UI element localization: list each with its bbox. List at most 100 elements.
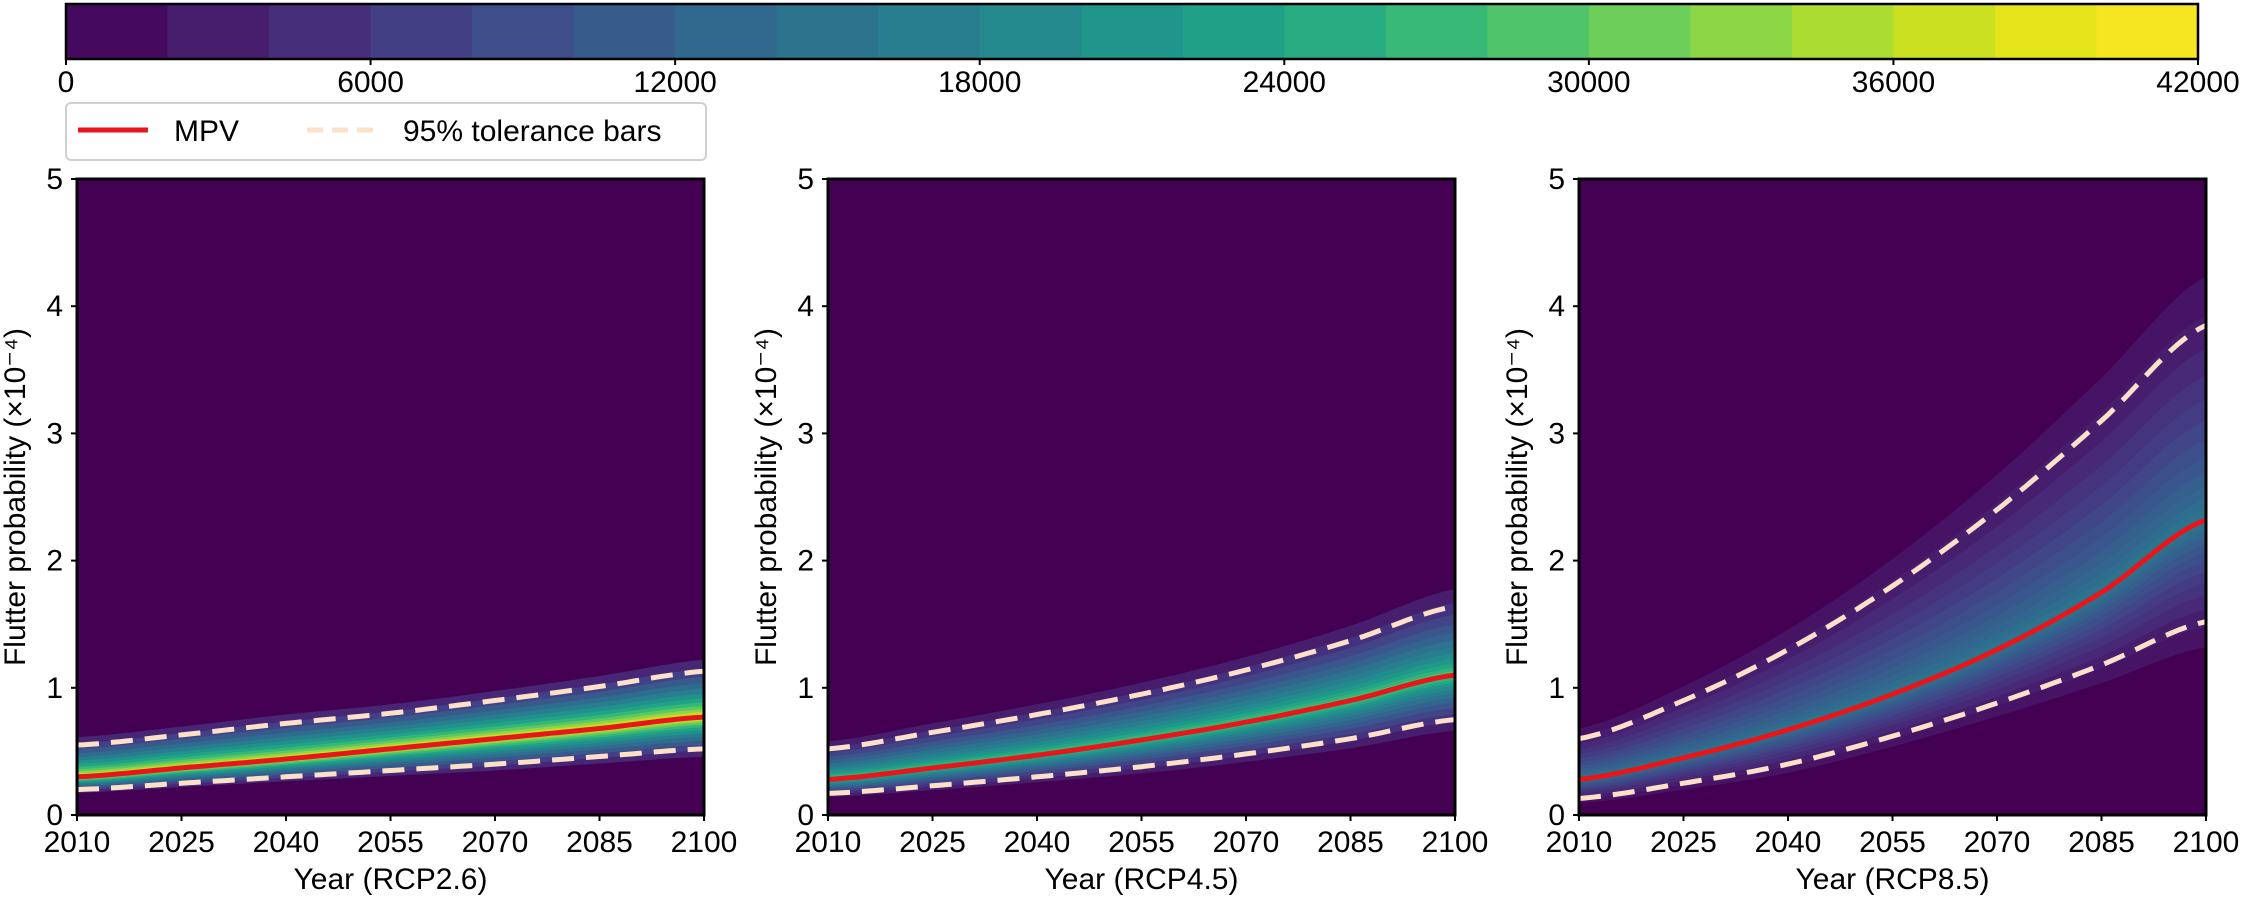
x-axis-label: Year (RCP2.6) bbox=[294, 863, 488, 896]
tolerance-upper-line bbox=[1579, 323, 2206, 742]
colorbar-band bbox=[269, 4, 372, 59]
series-lines bbox=[77, 668, 704, 793]
x-tick-label: 2085 bbox=[2068, 826, 2135, 859]
colorbar-band bbox=[979, 4, 1082, 59]
y-tick-label: 5 bbox=[797, 163, 814, 196]
y-tick-label: 1 bbox=[1548, 672, 1565, 705]
x-tick-label: 2055 bbox=[1108, 826, 1175, 859]
colorbar-ticks: 0 6000 12000 18000 24000 30000 36000 42000 bbox=[58, 59, 2240, 99]
colorbar-tick-label: 6000 bbox=[337, 66, 404, 99]
y-tick-label: 1 bbox=[797, 672, 814, 705]
x-tick-label: 2070 bbox=[1213, 826, 1280, 859]
legend-box bbox=[65, 102, 707, 161]
y-tick-label: 0 bbox=[797, 799, 814, 832]
x-tick-label: 2100 bbox=[1422, 826, 1489, 859]
y-tick-label: 5 bbox=[1548, 163, 1565, 196]
density-band bbox=[1579, 457, 2206, 786]
y-axis-label: Flutter probability (×10⁻⁴) bbox=[0, 328, 32, 666]
colorbar-band bbox=[1081, 4, 1184, 59]
colorbar-tick-label: 36000 bbox=[1852, 66, 1935, 99]
tolerance-lower-line bbox=[77, 746, 704, 793]
density-band bbox=[828, 667, 1455, 781]
x-tick-label: 2010 bbox=[795, 826, 862, 859]
tolerance-upper-line bbox=[77, 668, 704, 748]
y-tick-label: 2 bbox=[797, 545, 814, 578]
y-tick-label: 1 bbox=[46, 672, 63, 705]
x-tick-label: 2025 bbox=[148, 826, 215, 859]
colorbar-band bbox=[472, 4, 575, 59]
colorbar-tick-label: 42000 bbox=[2156, 66, 2239, 99]
colorbar-band bbox=[675, 4, 778, 59]
mpv-line bbox=[1579, 517, 2206, 782]
x-axis-label: Year (RCP4.5) bbox=[1045, 863, 1239, 896]
tolerance-lower-line bbox=[828, 717, 1455, 796]
y-axis-label: Flutter probability (×10⁻⁴) bbox=[750, 328, 783, 666]
colorbar-band bbox=[1487, 4, 1590, 59]
colorbar-band bbox=[776, 4, 879, 59]
colorbar-band bbox=[573, 4, 676, 59]
colorbar-band bbox=[66, 4, 169, 59]
colorbar: 0 6000 12000 18000 24000 30000 36000 42000 bbox=[58, 2, 2240, 99]
density-contours bbox=[1579, 276, 2206, 804]
colorbar-band bbox=[1284, 4, 1387, 59]
colorbar-band bbox=[1385, 4, 1488, 59]
colorbar-band bbox=[1791, 4, 1895, 59]
x-tick-label: 2025 bbox=[899, 826, 966, 859]
y-axis-label: Flutter probability (×10⁻⁴) bbox=[1501, 328, 1534, 666]
x-tick-label: 2070 bbox=[1964, 826, 2031, 859]
colorbar-tick-label: 12000 bbox=[633, 66, 716, 99]
x-tick-label: 2055 bbox=[357, 826, 424, 859]
tolerance-upper-line bbox=[828, 603, 1455, 752]
y-tick-label: 4 bbox=[1548, 290, 1565, 323]
mpv-line bbox=[77, 714, 704, 780]
colorbar-tick-label: 30000 bbox=[1547, 66, 1630, 99]
y-tick-label: 2 bbox=[1548, 545, 1565, 578]
x-tick-label: 2040 bbox=[1004, 826, 1071, 859]
y-tick-label: 2 bbox=[46, 545, 63, 578]
colorbar-band bbox=[1690, 4, 1793, 59]
x-tick-label: 2010 bbox=[1546, 826, 1613, 859]
y-tick-label: 3 bbox=[797, 417, 814, 450]
colorbar-band bbox=[167, 4, 270, 59]
y-tick-label: 3 bbox=[1548, 417, 1565, 450]
colorbar-band bbox=[370, 4, 473, 59]
x-tick-label: 2010 bbox=[44, 826, 111, 859]
x-tick-label: 2055 bbox=[1859, 826, 1926, 859]
series-lines bbox=[1579, 323, 2206, 801]
legend-mpv-label: MPV bbox=[174, 115, 239, 148]
y-tick-label: 3 bbox=[46, 417, 63, 450]
colorbar-band bbox=[1893, 4, 1996, 59]
x-tick-label: 2100 bbox=[2173, 826, 2240, 859]
colorbar-tick-label: 18000 bbox=[938, 66, 1021, 99]
density-band bbox=[1579, 315, 2206, 800]
y-tick-label: 4 bbox=[46, 290, 63, 323]
colorbar-frame bbox=[64, 2, 2200, 61]
colorbar-band bbox=[1182, 4, 1285, 59]
colorbar-band bbox=[2096, 4, 2199, 59]
series-lines bbox=[828, 603, 1455, 796]
x-tick-label: 2070 bbox=[462, 826, 529, 859]
x-tick-label: 2025 bbox=[1650, 826, 1717, 859]
x-axis-label: Year (RCP8.5) bbox=[1796, 863, 1990, 896]
colorbar-bands bbox=[66, 4, 2199, 59]
panel-rcp85: 2010 2025 2040 2055 2070 2085 2100 0 1 2 3 4 5 Year (… bbox=[1501, 163, 2239, 896]
colorbar-band bbox=[1994, 4, 2098, 59]
x-tick-label: 2085 bbox=[1317, 826, 1384, 859]
legend-tolerance-label: 95% tolerance bars bbox=[403, 115, 662, 148]
density-band bbox=[828, 653, 1455, 784]
density-contours bbox=[77, 659, 704, 793]
x-tick-label: 2100 bbox=[671, 826, 738, 859]
x-tick-label: 2040 bbox=[1755, 826, 1822, 859]
legend: MPV 95% tolerance bars bbox=[65, 102, 707, 161]
panel-rcp45: 2010 2025 2040 2055 2070 2085 2100 0 1 2 3 4 5 Year (… bbox=[750, 163, 1488, 896]
y-tick-label: 5 bbox=[46, 163, 63, 196]
colorbar-tick-label: 0 bbox=[58, 66, 75, 99]
x-tick-label: 2085 bbox=[566, 826, 633, 859]
tolerance-lower-line bbox=[1579, 619, 2206, 801]
mpv-line bbox=[828, 672, 1455, 782]
colorbar-band bbox=[1588, 4, 1691, 59]
colorbar-tick-label: 24000 bbox=[1243, 66, 1326, 99]
panel-rcp26: 2010 2025 2040 2055 2070 2085 2100 0 1 2 3 4 5 Year (… bbox=[0, 163, 737, 896]
y-tick-label: 0 bbox=[46, 799, 63, 832]
